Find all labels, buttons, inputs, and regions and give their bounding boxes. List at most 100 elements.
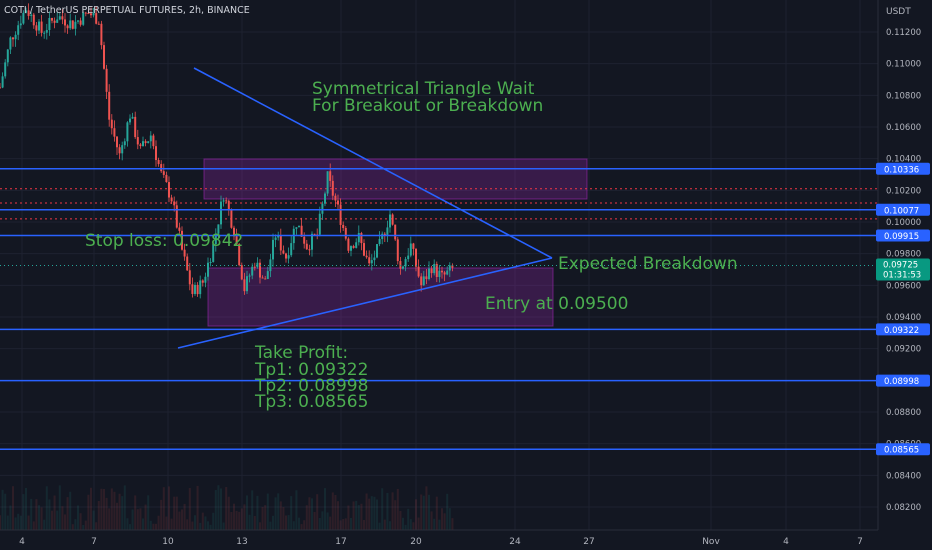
candle-body	[196, 284, 199, 295]
candle-body	[344, 227, 347, 239]
candle-body	[56, 19, 59, 23]
volume-bar	[360, 503, 363, 530]
y-tick: 0.10000	[886, 218, 921, 228]
upper-trendline[interactable]	[193, 67, 553, 259]
volume-bar	[448, 508, 451, 530]
candle-body	[6, 49, 9, 63]
candle-body	[339, 204, 342, 225]
candle-body	[394, 224, 397, 240]
volume-bar	[407, 508, 410, 530]
volume-bar	[248, 514, 251, 530]
price-label-box	[876, 162, 930, 175]
volume-bar	[168, 486, 170, 530]
candle-body	[160, 164, 163, 172]
price-label-box	[876, 374, 930, 387]
volume-bar	[79, 513, 82, 530]
candle-body	[157, 160, 160, 165]
volume-bar	[45, 486, 48, 530]
candle-body	[118, 147, 121, 154]
bar-countdown: 01:31:53	[883, 271, 921, 281]
candle-body	[285, 253, 287, 259]
volume-bar	[19, 515, 22, 530]
candle-body	[412, 243, 415, 249]
tp1-text: Tp1: 0.09322	[254, 360, 368, 380]
volume-bar	[217, 485, 220, 530]
volume-bar	[191, 521, 194, 530]
volume-bar	[274, 497, 277, 530]
candle-body	[396, 239, 399, 262]
candle-body	[69, 20, 72, 29]
candle-body	[204, 276, 207, 283]
entry-text: Entry at 0.09500	[485, 294, 628, 314]
volume-bar	[201, 512, 204, 530]
candle-body	[438, 270, 441, 278]
candle-body	[152, 135, 155, 147]
volume-bar	[142, 518, 144, 530]
volume-bar	[303, 520, 306, 530]
volume-bar	[321, 511, 324, 530]
time-axis-panel[interactable]	[0, 530, 932, 550]
candle-body	[217, 224, 220, 234]
candle-body	[376, 244, 378, 258]
volume-bar	[266, 493, 269, 530]
x-tick: 10	[162, 537, 174, 547]
candle-body	[259, 262, 261, 278]
volume-bar	[6, 515, 9, 530]
volume-bar	[394, 500, 397, 530]
volume-bar	[344, 518, 347, 530]
candle-body	[53, 20, 56, 23]
symbol-title[interactable]: COTI / TetherUS PERPETUAL FUTURES, 2h, B…	[4, 5, 250, 16]
candle-body	[58, 16, 61, 20]
volume-bar	[134, 495, 137, 530]
candle-body	[113, 128, 116, 137]
candle-body	[326, 171, 329, 194]
candle-body	[331, 180, 334, 196]
price-label-text: 0.10077	[884, 206, 919, 216]
candle-body	[126, 122, 129, 142]
volume-bar	[0, 515, 1, 530]
current-price-value: 0.09725	[883, 261, 918, 271]
volume-bar	[90, 487, 92, 530]
volume-bar	[412, 522, 415, 530]
currency-label: USDT	[886, 7, 911, 17]
volume-bar	[417, 517, 420, 530]
candle-body	[45, 29, 48, 33]
expected-breakdown-text: Expected Breakdown	[558, 254, 738, 274]
title-line-1: Symmetrical Triangle Wait	[312, 79, 535, 99]
candle-body	[12, 37, 14, 40]
price-label-box	[876, 323, 930, 336]
candle-body	[381, 233, 384, 239]
candle-body	[430, 268, 433, 274]
candle-body	[155, 146, 157, 161]
volume-bar	[347, 505, 350, 530]
volume-bar	[318, 517, 321, 530]
candle-body	[0, 87, 1, 89]
lower-trendline[interactable]	[177, 257, 553, 349]
candle-body	[264, 278, 267, 280]
volume-bar	[1, 489, 4, 530]
volume-bar	[110, 488, 113, 530]
volume-bars	[0, 485, 454, 530]
candle-body	[368, 257, 371, 264]
candle-body	[295, 227, 298, 229]
candle-body	[324, 193, 326, 204]
volume-bar	[428, 494, 430, 530]
candle-body	[391, 214, 394, 225]
candle-body	[407, 255, 410, 260]
candle-body	[225, 200, 228, 202]
volume-bar	[308, 497, 311, 530]
candle-body	[4, 62, 7, 77]
volume-bar	[290, 496, 293, 530]
candle-body	[139, 144, 142, 147]
volume-bar	[103, 489, 105, 530]
volume-bar	[170, 518, 173, 530]
volume-bar	[402, 517, 404, 530]
volume-bar	[204, 516, 207, 530]
annotations: Symmetrical Triangle Wait For Breakout o…	[85, 79, 738, 412]
candle-body	[347, 238, 350, 251]
price-label-box	[876, 443, 930, 456]
candle-body	[214, 233, 217, 245]
volume-bar	[326, 512, 329, 530]
